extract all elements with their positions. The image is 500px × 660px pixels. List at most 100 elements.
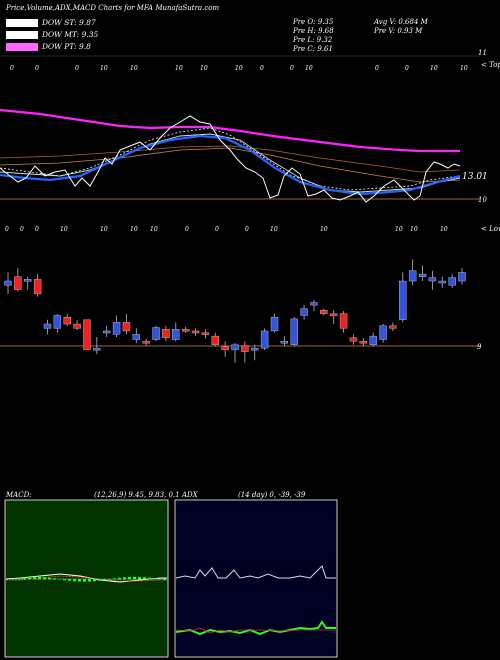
lower-date-mark: 10 bbox=[130, 226, 138, 233]
lower-date-mark: 0 bbox=[35, 226, 39, 233]
adx-line bbox=[175, 565, 336, 579]
lower-date-mark: 0 bbox=[245, 226, 249, 233]
candle-body bbox=[418, 273, 427, 277]
candle-body bbox=[73, 323, 81, 329]
upper-date-mark: 10 bbox=[200, 65, 208, 72]
orange-line-1 bbox=[0, 147, 461, 183]
upper-date-mark: 10 bbox=[175, 65, 183, 72]
candle-body bbox=[359, 341, 368, 344]
lower-date-mark: 0 bbox=[5, 226, 9, 233]
macd-histogram-bar bbox=[128, 576, 131, 580]
macd-label: MACD: bbox=[6, 491, 32, 499]
candle-body bbox=[33, 279, 42, 295]
candle-body bbox=[369, 335, 377, 345]
upper-right-bottom-label: 10 bbox=[478, 196, 487, 204]
legend-swatch-mt bbox=[6, 30, 38, 39]
macd-histogram-bar bbox=[48, 577, 51, 580]
candle-body bbox=[329, 313, 338, 316]
macd-histogram-bar bbox=[63, 579, 66, 581]
candle-body bbox=[241, 345, 249, 352]
legend-swatch-pt bbox=[6, 42, 38, 51]
upper-date-mark: 10 bbox=[100, 65, 108, 72]
candle-body bbox=[231, 344, 239, 351]
candle-body bbox=[24, 279, 32, 282]
lower-date-mark: 0 bbox=[215, 226, 219, 233]
macd-histogram-bar bbox=[113, 578, 116, 580]
adx-label: ADX bbox=[182, 491, 198, 499]
candle-body bbox=[300, 308, 308, 316]
lower-date-mark: 10 bbox=[395, 226, 403, 233]
macd-histogram-bar bbox=[133, 576, 136, 580]
candle-body bbox=[458, 272, 466, 282]
legend-label-mt: DOW MT: 9.35 bbox=[42, 30, 99, 39]
lower-date-mark: 10 bbox=[320, 226, 328, 233]
macd-histogram-bar bbox=[103, 579, 106, 581]
lower-date-mark: 10 bbox=[60, 226, 68, 233]
white-ema bbox=[0, 133, 461, 193]
lower-date-mark: 0 bbox=[20, 226, 24, 233]
macd-histogram-bar bbox=[108, 579, 111, 580]
candle-body bbox=[408, 270, 417, 282]
candle-body bbox=[142, 341, 150, 344]
quote-pre-close: Pre C: 9.61 bbox=[293, 45, 333, 53]
dashed-ema bbox=[0, 127, 461, 191]
candle-body bbox=[122, 322, 131, 332]
lower-date-mark: 0 bbox=[185, 226, 189, 233]
candle-body bbox=[438, 280, 446, 284]
macd-histogram-bar bbox=[8, 579, 11, 580]
candle-body bbox=[448, 277, 456, 286]
lower-right-price: 9 bbox=[477, 343, 482, 351]
candle-body bbox=[53, 315, 62, 329]
upper-date-mark: 0 bbox=[260, 65, 264, 72]
macd-histogram-bar bbox=[88, 579, 91, 582]
upper-date-mark: 0 bbox=[290, 65, 294, 72]
candle-body bbox=[191, 330, 200, 334]
macd-histogram-bar bbox=[58, 578, 61, 580]
upper-date-mark: 10 bbox=[305, 65, 313, 72]
blue-ema bbox=[0, 134, 461, 196]
adx-params: (14 day) 0, -39, -39 bbox=[238, 491, 306, 499]
macd-histogram-bar bbox=[98, 579, 101, 581]
candle-body bbox=[290, 318, 298, 345]
macd-histogram-bar bbox=[73, 579, 76, 582]
candle-body bbox=[93, 347, 101, 351]
macd-histogram-bar bbox=[118, 577, 121, 580]
candle-body bbox=[181, 329, 190, 332]
lower-date-mark: 10 bbox=[440, 226, 448, 233]
upper-date-mark: 10 bbox=[235, 65, 243, 72]
upper-right-top-label: 11 bbox=[478, 49, 487, 57]
candle-body bbox=[201, 332, 210, 335]
candle-body bbox=[172, 329, 180, 340]
macd-histogram-bar bbox=[78, 579, 81, 582]
magenta-line bbox=[0, 108, 460, 153]
candle-body bbox=[428, 277, 437, 282]
legend-dow-mt: DOW MT: 9.35 bbox=[6, 30, 98, 39]
quote-pre-high: Pre H: 9.68 bbox=[293, 27, 334, 35]
quote-avg-volume: Avg V: 0.684 M bbox=[374, 18, 428, 26]
candle-body bbox=[399, 280, 407, 320]
macd-histogram-bar bbox=[163, 579, 166, 581]
candle-body bbox=[4, 280, 12, 286]
upper-right-topic: < Topo bbox=[481, 61, 500, 69]
upper-price-label: 13.01 bbox=[462, 172, 488, 182]
lower-right-label: < Lowe bbox=[481, 225, 500, 233]
macd-histogram-bar bbox=[148, 577, 151, 580]
macd-params: (12,26,9) 9.45, 9.83, 0.1 bbox=[94, 491, 180, 499]
candle-body bbox=[221, 346, 229, 351]
upper-date-mark: 0 bbox=[35, 65, 39, 72]
macd-histogram-bar bbox=[138, 576, 141, 580]
di-plus-line bbox=[175, 620, 336, 636]
candle-body bbox=[270, 316, 279, 332]
macd-histogram-bar bbox=[13, 578, 16, 580]
macd-histogram-bar bbox=[38, 576, 41, 580]
candle-body bbox=[280, 341, 289, 344]
macd-histogram-bar bbox=[43, 577, 46, 580]
candle-body bbox=[162, 329, 170, 339]
candle-body bbox=[43, 323, 52, 329]
candle-body bbox=[102, 330, 111, 334]
candle-body bbox=[63, 316, 71, 325]
upper-date-mark: 10 bbox=[130, 65, 138, 72]
macd-histogram-bar bbox=[28, 576, 31, 580]
candle-body bbox=[132, 334, 141, 340]
